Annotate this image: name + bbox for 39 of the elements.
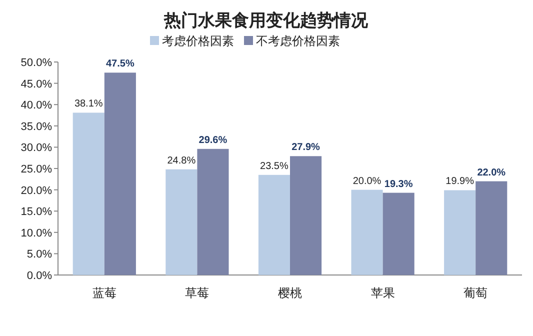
x-tick-label: 蓝莓 [92,286,116,300]
bar [351,190,383,275]
bar [444,190,476,275]
bar [72,112,104,275]
data-label: 19.3% [384,178,413,190]
title: 热门水果食用变化趋势情况 [164,11,368,30]
bar [197,148,229,275]
data-label: 19.9% [446,176,474,188]
y-tick-label: 25.0% [20,164,52,176]
data-label: 22.0% [477,167,506,178]
y-tick-label: 50.0% [20,57,52,69]
bar [290,156,322,275]
bar [258,174,290,275]
bar [476,181,508,275]
y-tick-label: 40.0% [20,100,52,112]
y-tick-label: 35.0% [20,120,52,133]
x-tick-label: 苹果 [370,286,395,300]
y-tick-label: 15.0% [20,206,52,218]
y-tick-label: 45.0% [20,78,52,90]
y-tick-label: 0.0% [26,270,52,282]
data-label: 38.1% [74,98,103,110]
data-label: 27.9% [292,142,320,154]
data-label: 29.6% [198,134,228,146]
data-label: 47.5% [106,58,134,70]
bar [382,192,414,275]
data-label: 20.0% [352,176,382,187]
data-label: 23.5% [260,160,289,172]
x-tick-label: 葡萄 [464,286,488,300]
x-tick-label: 草莓 [185,286,210,300]
x-tick-label: 樱桃 [278,286,302,300]
y-tick-label: 30.0% [20,142,52,154]
y-tick-label: 20.0% [20,184,52,197]
data-label: 24.8% [167,155,196,166]
bar [104,72,136,275]
legend-label: 考虑价格因素 [162,34,234,48]
y-tick-label: 10.0% [20,227,52,240]
legend-label: 不考虑价格因素 [256,34,340,48]
y-tick-label: 5.0% [26,248,52,261]
bar [166,169,198,275]
